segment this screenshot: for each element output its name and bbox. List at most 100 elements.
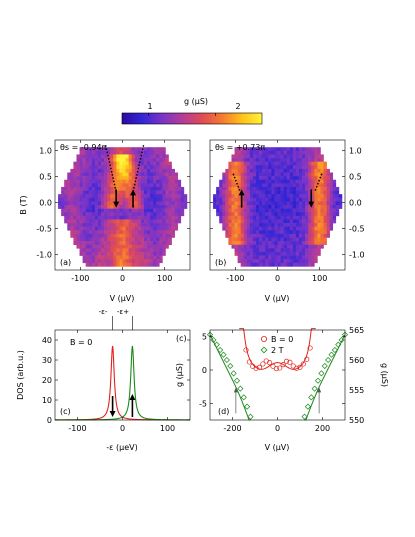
heatmap-cell xyxy=(289,158,294,162)
heatmap-cell xyxy=(289,176,294,181)
heatmap-cell xyxy=(156,215,160,220)
heatmap-cell xyxy=(116,197,120,202)
heatmap-cell xyxy=(268,172,272,177)
heatmap-cell xyxy=(249,219,254,224)
heatmap-cell xyxy=(271,165,275,170)
heatmap-cell xyxy=(323,165,327,170)
heatmap-cell xyxy=(298,230,303,235)
heatmap-cell xyxy=(308,158,312,162)
heatmap-cell xyxy=(283,230,288,235)
heatmap-cell xyxy=(119,161,123,166)
heatmap-cell xyxy=(259,215,263,220)
heatmap-cell xyxy=(314,183,318,188)
heatmap-cell xyxy=(271,259,275,264)
heatmap-cell xyxy=(222,205,226,209)
heatmap-cell xyxy=(225,168,229,173)
heatmap-cell xyxy=(171,215,175,220)
heatmap-cell xyxy=(259,251,263,256)
heatmap-cell xyxy=(314,158,318,162)
heatmap-cell xyxy=(94,172,99,177)
heatmap-cell xyxy=(156,208,160,213)
heatmap-cell xyxy=(292,244,297,249)
point-b0 xyxy=(273,366,279,372)
heatmap-cell xyxy=(286,237,291,242)
heatmap-cell xyxy=(159,226,163,231)
heatmap-cell xyxy=(274,233,278,238)
heatmap-cell xyxy=(128,262,133,267)
heatmap-cell xyxy=(265,259,269,264)
heatmap-cell xyxy=(104,150,108,155)
heatmap-cell xyxy=(156,150,160,155)
heatmap-cell xyxy=(125,248,129,253)
heatmap-cell xyxy=(110,255,114,260)
heatmap-cell xyxy=(122,259,126,264)
heatmap-cell xyxy=(91,183,96,188)
heatmap-cell xyxy=(94,226,99,231)
heatmap-cell xyxy=(153,233,157,238)
heatmap-cell xyxy=(252,212,257,217)
heatmap-cell xyxy=(153,194,157,199)
heatmap-cell xyxy=(246,158,251,162)
heatmap-cell xyxy=(259,183,263,188)
heatmap-cell xyxy=(82,233,86,238)
heatmap-cell xyxy=(265,215,269,220)
heatmap-cell xyxy=(153,201,157,206)
heatmap-cell xyxy=(91,219,96,224)
heatmap-cell xyxy=(231,241,235,246)
heatmap-cell xyxy=(332,212,337,217)
heatmap-cell xyxy=(73,219,77,224)
heatmap-cell xyxy=(222,172,226,177)
heatmap-cell xyxy=(107,255,111,260)
heatmap-cell xyxy=(67,226,71,231)
heatmap-cell xyxy=(104,165,108,170)
heatmap-cell xyxy=(237,259,241,264)
heatmap-cell xyxy=(101,172,105,177)
heatmap-cell xyxy=(283,259,288,264)
heatmap-cell xyxy=(231,161,235,166)
heatmap-cell xyxy=(143,168,148,173)
heatmap-cell xyxy=(246,205,251,209)
point-2t xyxy=(244,403,251,410)
heatmap-cell xyxy=(283,248,288,253)
heatmap-cell xyxy=(104,244,108,249)
heatmap-cell xyxy=(271,208,275,213)
heatmap-cell xyxy=(107,230,111,235)
heatmap-cell xyxy=(94,186,99,191)
heatmap-cell xyxy=(150,154,154,159)
heatmap-cell xyxy=(85,176,90,181)
heatmap-cell xyxy=(110,233,114,238)
heatmap-cell xyxy=(326,201,330,206)
heatmap-cell xyxy=(262,230,266,235)
heatmap-cell xyxy=(259,244,263,249)
heatmap-cell xyxy=(131,176,136,181)
heatmap-cell xyxy=(116,223,120,227)
heatmap-cell xyxy=(252,255,257,260)
heatmap-cell xyxy=(305,241,309,246)
heatmap-cell xyxy=(305,208,309,213)
heatmap-cell xyxy=(277,251,281,256)
heatmap-cell xyxy=(168,212,172,217)
heatmap-cell xyxy=(162,161,166,166)
heatmap-cell xyxy=(252,233,257,238)
heatmap-cell xyxy=(314,194,318,199)
heatmap-cell xyxy=(94,241,99,246)
heatmap-cell xyxy=(150,179,154,184)
heatmap-cell xyxy=(326,183,330,188)
heatmap-cell xyxy=(110,205,114,209)
heatmap-cell xyxy=(332,183,337,188)
heatmap-cell xyxy=(305,165,309,170)
heatmap-cell xyxy=(159,215,163,220)
x-tick-label: 200 xyxy=(315,424,330,433)
heatmap-cell xyxy=(85,212,90,217)
heatmap-cell xyxy=(283,219,288,224)
heatmap-cell xyxy=(125,176,129,181)
heatmap-cell xyxy=(252,186,257,191)
heatmap-cell xyxy=(73,223,77,227)
heatmap-cell xyxy=(91,150,96,155)
point-2t xyxy=(341,331,349,338)
point-2t xyxy=(240,394,247,401)
heatmap-cell xyxy=(338,197,343,202)
heatmap-cell xyxy=(289,255,294,260)
heatmap-cell xyxy=(317,194,321,199)
heatmap-cell xyxy=(159,168,163,173)
